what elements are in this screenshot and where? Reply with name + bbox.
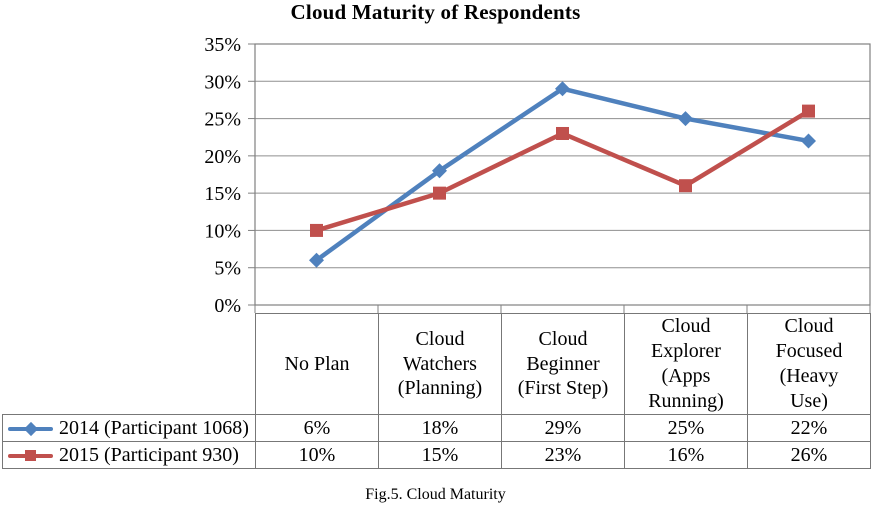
marker-diamond	[801, 133, 816, 149]
legend-key-2014-icon	[8, 421, 53, 436]
y-axis-label: 20%	[204, 146, 241, 168]
legend-item-2015: 2015 (Participant 930)	[2, 441, 256, 469]
category-label: No Plan	[255, 313, 379, 415]
marker-diamond	[678, 111, 693, 127]
category-label: Cloud Beginner (First Step)	[501, 313, 625, 415]
marker-square	[802, 104, 815, 118]
marker-diamond	[309, 252, 324, 268]
table-row-2014: 2014 (Participant 1068) 6% 18% 29% 25% 2…	[2, 414, 871, 442]
legend-label-2015: 2015 (Participant 930)	[59, 443, 239, 466]
value-cell: 10%	[255, 441, 379, 469]
series-line-0	[314, 86, 811, 263]
value-cell: 18%	[378, 414, 502, 442]
value-cell: 16%	[624, 441, 748, 469]
category-label: Cloud Focused (Heavy Use)	[747, 313, 871, 415]
table-row-2015: 2015 (Participant 930) 10% 15% 23% 16% 2…	[2, 441, 871, 469]
marker-square	[310, 223, 323, 237]
y-axis-label: 0%	[214, 295, 241, 317]
value-cell: 26%	[747, 441, 871, 469]
category-header-row: No Plan Cloud Watchers (Planning) Cloud …	[3, 313, 871, 415]
category-label: Cloud Explorer (Apps Running)	[624, 313, 748, 415]
marker-square	[433, 186, 446, 200]
y-axis-label: 10%	[204, 220, 241, 242]
plot-border	[254, 43, 871, 306]
y-axis-label: 30%	[204, 71, 241, 93]
marker-square	[556, 126, 569, 140]
legend-label-2014: 2014 (Participant 1068)	[59, 416, 249, 439]
y-axis-label: 25%	[204, 109, 241, 131]
y-axis-label: 15%	[204, 183, 241, 205]
legend-key-2015-icon	[8, 449, 53, 462]
value-cell: 15%	[378, 441, 502, 469]
y-axis-label: 35%	[204, 34, 241, 56]
marker-square	[679, 179, 692, 193]
value-cell: 6%	[255, 414, 379, 442]
line-chart-svg: 0% 5% 10% 15% 20% 25% 30% 35%	[204, 34, 871, 317]
chart-title: Cloud Maturity of Respondents	[290, 0, 581, 24]
value-cell: 29%	[501, 414, 625, 442]
marker-diamond	[432, 163, 447, 179]
y-axis-label: 5%	[214, 258, 241, 280]
figure-caption: Fig.5. Cloud Maturity	[365, 486, 506, 503]
value-cell: 23%	[501, 441, 625, 469]
legend-item-2014: 2014 (Participant 1068)	[2, 414, 256, 442]
table-corner-cell	[3, 314, 256, 415]
marker-diamond	[555, 81, 570, 97]
value-cell: 25%	[624, 414, 748, 442]
data-table: No Plan Cloud Watchers (Planning) Cloud …	[2, 313, 871, 469]
category-label: Cloud Watchers (Planning)	[378, 313, 502, 415]
value-cell: 22%	[747, 414, 871, 442]
